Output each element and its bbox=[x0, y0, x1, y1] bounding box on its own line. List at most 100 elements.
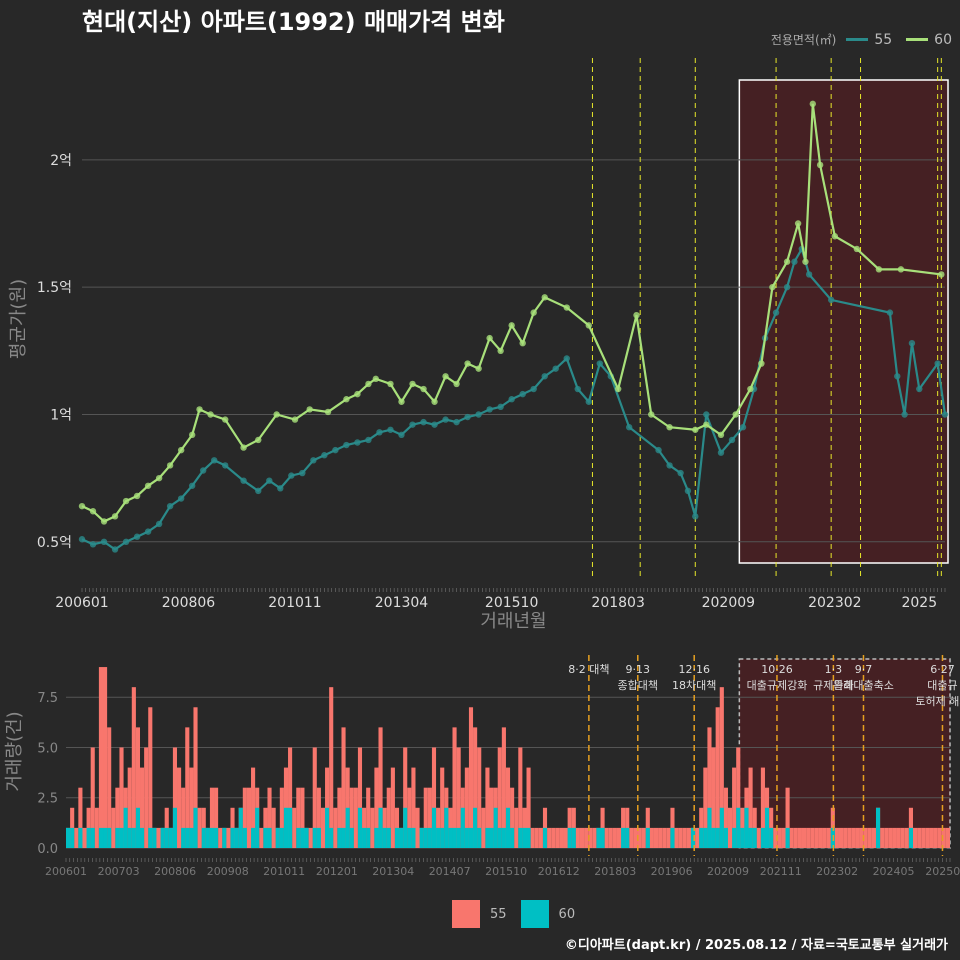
bar-x-tick-label: 201201 bbox=[316, 865, 358, 878]
bar-55 bbox=[456, 747, 461, 848]
data-point-55 bbox=[240, 477, 247, 484]
data-point-55 bbox=[188, 482, 196, 489]
bar-60 bbox=[214, 827, 219, 848]
bar-60 bbox=[522, 827, 527, 848]
bar-55 bbox=[246, 787, 252, 848]
bar-55 bbox=[641, 827, 646, 848]
policy-label: 특례대출축소 bbox=[833, 679, 894, 692]
bar-x-tick-label: 202009 bbox=[707, 865, 749, 878]
policy-label: 1·3 bbox=[825, 663, 843, 676]
bar-55 bbox=[547, 827, 552, 848]
bar-60 bbox=[468, 827, 474, 848]
bar-55 bbox=[538, 827, 543, 848]
data-point-55 bbox=[78, 536, 86, 543]
bar-55 bbox=[653, 827, 659, 848]
bar-60 bbox=[185, 827, 190, 848]
x-tick-label: 201803 bbox=[591, 595, 644, 611]
data-point-55 bbox=[508, 396, 515, 403]
bar-60 bbox=[193, 807, 198, 848]
data-point-55 bbox=[343, 441, 350, 449]
data-point-60 bbox=[122, 497, 130, 505]
bar-60 bbox=[279, 827, 284, 848]
data-point-60 bbox=[486, 334, 493, 342]
data-point-60 bbox=[666, 424, 673, 431]
data-point-60 bbox=[648, 411, 655, 418]
bar-55 bbox=[242, 787, 247, 848]
x-tick-label: 202302 bbox=[808, 595, 861, 611]
data-point-55 bbox=[332, 446, 339, 454]
bar-60 bbox=[600, 827, 605, 848]
bar-55 bbox=[103, 667, 108, 848]
data-point-55 bbox=[100, 538, 108, 546]
bar-60 bbox=[736, 807, 741, 848]
bar-55 bbox=[847, 827, 852, 848]
data-point-55 bbox=[420, 418, 427, 426]
bar-55 bbox=[871, 827, 876, 848]
bar-55 bbox=[900, 827, 905, 848]
policy-label: 8·2 대책 bbox=[568, 663, 609, 676]
bar-60 bbox=[349, 827, 354, 848]
bar-legend-label-55: 55 bbox=[490, 906, 507, 922]
data-point-60 bbox=[166, 462, 174, 469]
bar-55 bbox=[510, 787, 515, 848]
bar-55 bbox=[415, 807, 420, 848]
bar-x-tick-label: 201011 bbox=[263, 865, 305, 878]
data-point-60 bbox=[497, 347, 504, 355]
data-point-60 bbox=[354, 390, 361, 398]
bar-legend-label-60: 60 bbox=[558, 906, 576, 922]
bar-55 bbox=[666, 827, 671, 848]
data-point-60 bbox=[809, 100, 816, 108]
bar-x-tick-label: 200601 bbox=[45, 865, 87, 878]
bar-55 bbox=[534, 827, 539, 848]
bar-55 bbox=[337, 787, 342, 848]
data-point-55 bbox=[365, 436, 372, 444]
data-point-60 bbox=[508, 322, 515, 329]
bar-55 bbox=[473, 727, 478, 848]
bar-legend-swatch-60 bbox=[520, 900, 549, 928]
bar-55 bbox=[148, 707, 153, 848]
highlight-region bbox=[738, 79, 949, 564]
bar-60 bbox=[621, 827, 626, 848]
x-tick-label: 2025 bbox=[901, 595, 937, 611]
data-point-60 bbox=[475, 365, 482, 372]
bar-60 bbox=[164, 827, 169, 848]
data-point-60 bbox=[188, 431, 196, 439]
bar-60 bbox=[78, 827, 83, 848]
bar-55 bbox=[390, 767, 395, 848]
bar-55 bbox=[612, 827, 617, 848]
bar-55 bbox=[801, 827, 807, 848]
bar-60 bbox=[119, 827, 124, 848]
bar-55 bbox=[197, 807, 202, 848]
bar-55 bbox=[925, 827, 930, 848]
legend-title: 전용면적(㎡) bbox=[770, 33, 837, 47]
bar-60 bbox=[444, 807, 449, 848]
data-point-60 bbox=[222, 416, 229, 423]
data-point-55 bbox=[199, 467, 207, 474]
bar-60 bbox=[431, 807, 437, 848]
bar-55 bbox=[423, 787, 428, 848]
bar-60 bbox=[140, 827, 145, 848]
bar-60 bbox=[752, 827, 757, 848]
data-point-55 bbox=[166, 502, 174, 510]
bar-55 bbox=[177, 767, 182, 848]
bar-60 bbox=[707, 807, 712, 848]
bar-55 bbox=[818, 827, 823, 848]
data-point-60 bbox=[306, 406, 313, 413]
bar-60 bbox=[489, 827, 494, 848]
data-point-55 bbox=[222, 462, 229, 469]
x-tick-label: 201510 bbox=[485, 595, 538, 611]
data-point-60 bbox=[207, 411, 214, 418]
bar-60 bbox=[255, 807, 260, 848]
data-point-55 bbox=[703, 411, 710, 418]
data-point-60 bbox=[633, 311, 640, 319]
bar-55 bbox=[193, 707, 198, 848]
bar-55 bbox=[633, 827, 638, 848]
data-point-60 bbox=[853, 245, 861, 253]
data-point-55 bbox=[934, 360, 941, 367]
bar-55 bbox=[214, 787, 219, 848]
data-point-55 bbox=[387, 426, 394, 433]
bar-55 bbox=[144, 747, 149, 848]
bar-55 bbox=[251, 767, 256, 848]
bar-55 bbox=[518, 747, 523, 848]
bar-60 bbox=[394, 827, 400, 848]
